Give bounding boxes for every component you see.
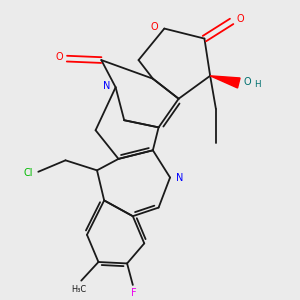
Text: O: O xyxy=(151,22,158,32)
Text: Cl: Cl xyxy=(23,168,33,178)
Text: N: N xyxy=(176,172,184,182)
Text: H₃C: H₃C xyxy=(71,285,86,294)
Text: O: O xyxy=(243,77,250,87)
Text: N: N xyxy=(103,81,110,91)
Text: F: F xyxy=(131,288,137,298)
Text: H: H xyxy=(254,80,261,89)
Text: O: O xyxy=(55,52,63,62)
Text: O: O xyxy=(236,14,244,24)
Polygon shape xyxy=(210,76,240,88)
